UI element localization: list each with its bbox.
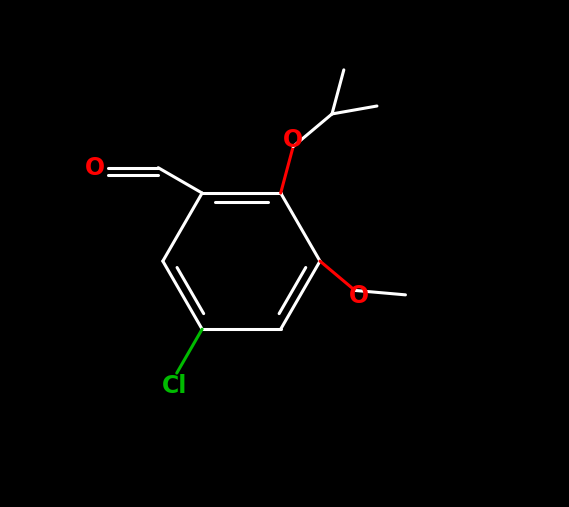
Text: Cl: Cl <box>162 374 187 398</box>
Text: O: O <box>85 156 105 179</box>
Text: O: O <box>283 128 303 153</box>
Text: O: O <box>349 283 369 308</box>
